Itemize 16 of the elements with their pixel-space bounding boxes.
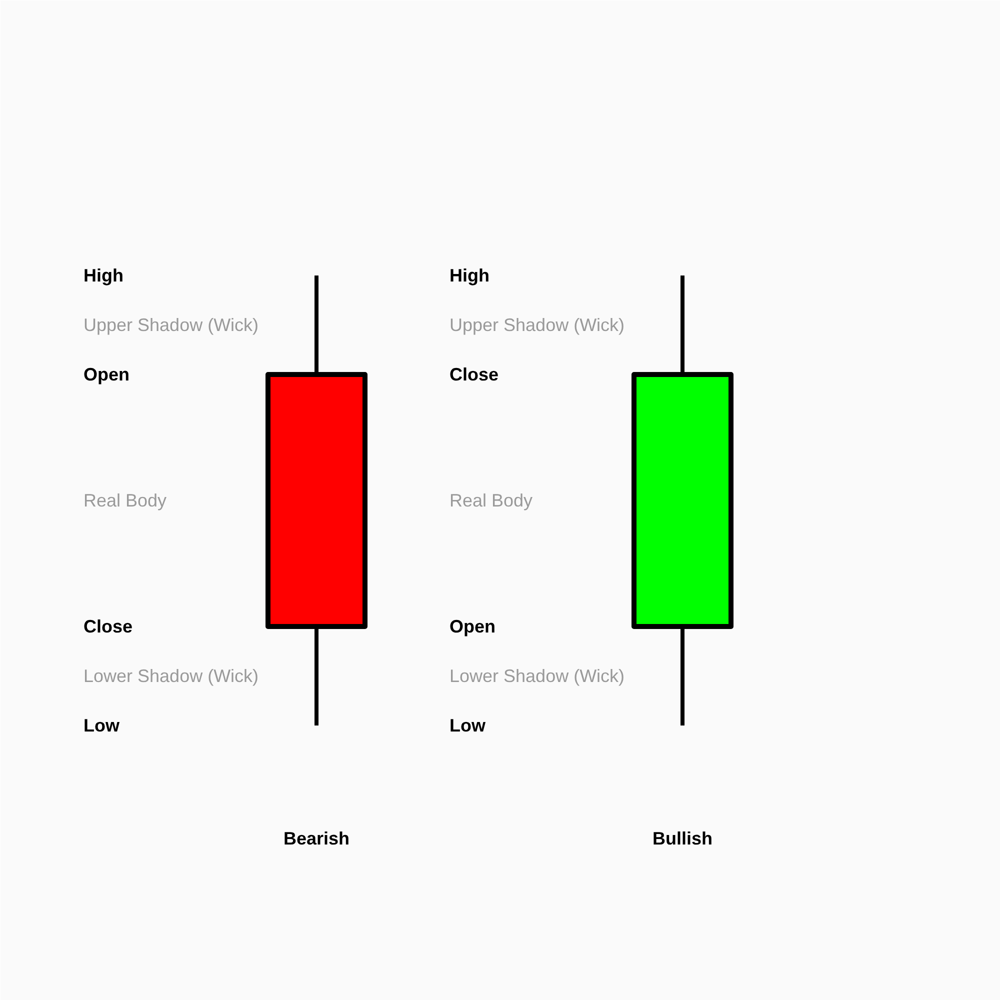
- annotation: Real Body: [450, 490, 533, 510]
- text: Open: [84, 364, 130, 384]
- text: Low: [84, 716, 120, 736]
- annotation: Close: [450, 364, 499, 384]
- annotation: High: [450, 266, 490, 286]
- x-tick-label: Bearish: [283, 828, 350, 848]
- annotation: Open: [450, 616, 496, 636]
- text: High: [84, 266, 124, 286]
- annotation: Upper Shadow (Wick): [450, 315, 625, 335]
- annotation: Low: [450, 716, 486, 736]
- annotation: Lower Shadow (Wick): [450, 666, 625, 686]
- annotation: Lower Shadow (Wick): [84, 666, 259, 686]
- text: Close: [84, 616, 133, 636]
- annotation: Real Body: [84, 490, 167, 510]
- annotation: Upper Shadow (Wick): [84, 315, 259, 335]
- x-tick-label: Bullish: [652, 828, 713, 848]
